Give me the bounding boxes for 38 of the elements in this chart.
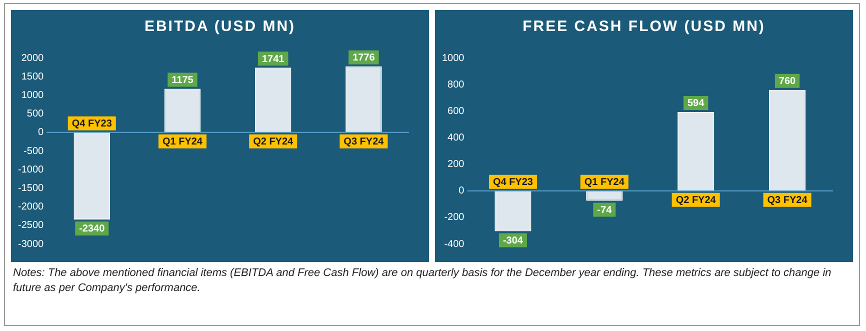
y-tick-label: 0 (458, 186, 465, 197)
y-tick-label: 1000 (21, 90, 44, 101)
y-tick-label: 400 (448, 132, 465, 144)
x-tick-label: Q1 FY24 (162, 136, 203, 148)
data-label: 594 (688, 98, 705, 110)
data-label: 1741 (262, 54, 285, 65)
y-tick-label: 200 (448, 159, 465, 170)
data-label: -304 (502, 235, 524, 246)
y-tick-label: 800 (448, 79, 465, 90)
y-tick-label: 0 (38, 127, 44, 138)
chart-title: EBITDA (USD MN) (143, 17, 297, 37)
data-label: 760 (778, 76, 796, 88)
data-label: 1776 (352, 52, 376, 64)
data-label: -74 (597, 204, 612, 216)
y-tick-label: -200 (444, 212, 465, 224)
y-tick-label: 500 (26, 108, 44, 120)
y-tick-label: 1000 (442, 52, 465, 64)
y-tick-label: -500 (24, 146, 44, 157)
x-tick-label: Q4 FY23 (72, 118, 112, 130)
y-tick-label: 2000 (21, 52, 44, 64)
x-tick-label: Q4 FY23 (492, 177, 534, 188)
x-tick-label: Q2 FY24 (253, 136, 294, 148)
y-tick-label: -1500 (18, 182, 44, 194)
text: Notes: The above mentioned financial items (EBITDA and Free Cash Flow) are on quarterly basis for the December year ending. These metrics are subject to change in future as per Company's performance. (13, 266, 832, 296)
data-label: 1175 (172, 74, 194, 86)
data-label: -2340 (79, 224, 106, 235)
x-tick-label: Q3 FY24 (767, 195, 808, 206)
x-tick-label: Q1 FY24 (584, 177, 625, 188)
y-tick-label: -400 (444, 238, 465, 250)
y-tick-label: -2500 (18, 220, 44, 232)
y-tick-label: -2000 (18, 202, 44, 213)
y-tick-label: -1000 (18, 164, 44, 176)
y-tick-label: 600 (448, 106, 465, 117)
y-tick-label: 1500 (21, 71, 44, 82)
y-tick-label: -3000 (18, 238, 44, 250)
x-tick-label: Q2 FY24 (676, 195, 716, 206)
chart-title: FREE CASH FLOW (USD MN) (522, 17, 766, 37)
x-tick-label: Q3 FY24 (344, 136, 384, 148)
